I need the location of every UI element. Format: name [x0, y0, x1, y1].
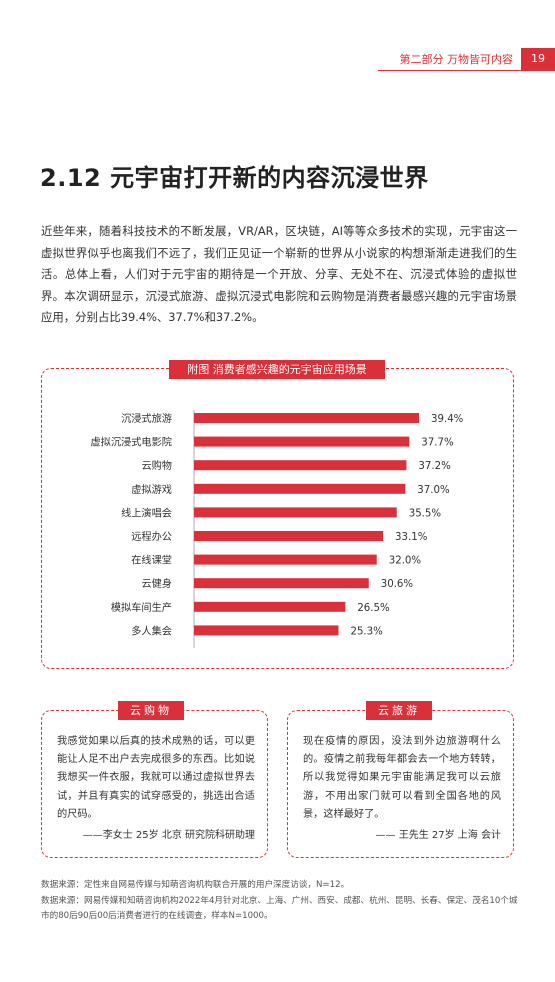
- category-label: 多人集会: [131, 624, 172, 637]
- value-label: 37.2%: [418, 461, 451, 472]
- source-note: 数据来源：定性来自网易传媒与知萌咨询机构联合开展的用户深度访谈，N=12。: [41, 880, 350, 890]
- page-title: 2.12 元宇宙打开新的内容沉浸世界: [40, 164, 429, 192]
- value-label: 25.3%: [350, 626, 383, 637]
- category-label: 虚拟游戏: [131, 483, 172, 496]
- bar: [194, 601, 346, 612]
- section-label: 第二部分 万物皆可内容: [399, 53, 514, 66]
- quote-tag-cloud-shopping: 云购物: [118, 701, 184, 720]
- bar: [194, 483, 406, 494]
- category-label: 模拟车间生产: [111, 601, 172, 614]
- quote-attribution: ——李女士 25岁 北京 研究院科研助理: [82, 830, 255, 841]
- chart-title: 附图 消费者感兴趣的元宇宙应用场景: [169, 360, 385, 379]
- intro-paragraph: 近些年来，随着科技技术的不断发展，VR/AR，区块链，AI等等众多技术的实现，元…: [41, 224, 517, 325]
- category-label: 云购物: [141, 459, 172, 472]
- bar: [194, 554, 377, 565]
- value-label: 26.5%: [357, 603, 390, 614]
- bar: [194, 531, 384, 541]
- quote-card-cloud-travel: 现在疫情的原因，没法到外边旅游啊什么的。疫情之前我每年都会去一个地方转转，所以我…: [287, 710, 514, 858]
- bar: [194, 507, 397, 518]
- quote-attribution: —— 王先生 27岁 上海 会计: [375, 830, 501, 841]
- category-label: 虚拟沉浸式电影院: [91, 436, 173, 449]
- quote-text: 我感觉如果以后真的技术成熟的话，可以更能让人足不出户去完成很多的东西。比如说我想…: [57, 736, 255, 820]
- value-label: 37.7%: [421, 438, 454, 449]
- bar: [194, 413, 419, 423]
- bar: [194, 460, 407, 471]
- value-label: 33.1%: [395, 532, 428, 543]
- quote-tag-cloud-travel: 云旅游: [366, 701, 432, 720]
- bar: [194, 578, 369, 589]
- category-label: 沉浸式旅游: [121, 412, 172, 425]
- value-label: 30.6%: [381, 579, 414, 590]
- value-label: 39.4%: [431, 414, 464, 425]
- value-label: 37.0%: [417, 485, 450, 496]
- header-rule: [378, 70, 555, 71]
- category-label: 云健身: [141, 577, 172, 590]
- quote-text: 现在疫情的原因，没法到外边旅游啊什么的。疫情之前我每年都会去一个地方转转，所以我…: [303, 736, 501, 820]
- data-sources: 数据来源：定性来自网易传媒与知萌咨询机构联合开展的用户深度访谈，N=12。 数据…: [41, 878, 521, 925]
- category-label: 在线课堂: [131, 554, 172, 567]
- value-label: 35.5%: [409, 508, 442, 519]
- bar-chart: 沉浸式旅游 39.4% 虚拟沉浸式电影院 37.7% 云购物 37.2% 虚拟游戏 37.0%…: [91, 410, 464, 648]
- quote-card-cloud-shopping: 我感觉如果以后真的技术成熟的话，可以更能让人足不出户去完成很多的东西。比如说我想…: [41, 710, 268, 858]
- category-label: 线上演唱会: [121, 506, 172, 519]
- source-note: 数据来源：网易传媒和知萌咨询机构2022年4月针对北京、上海、广州、西安、成都、…: [41, 895, 518, 922]
- bar: [194, 436, 410, 447]
- bar: [194, 625, 339, 636]
- page-number: 19: [521, 48, 555, 70]
- value-label: 32.0%: [389, 556, 422, 567]
- page-header: 第二部分 万物皆可内容 19: [400, 48, 555, 70]
- category-label: 远程办公: [131, 530, 172, 543]
